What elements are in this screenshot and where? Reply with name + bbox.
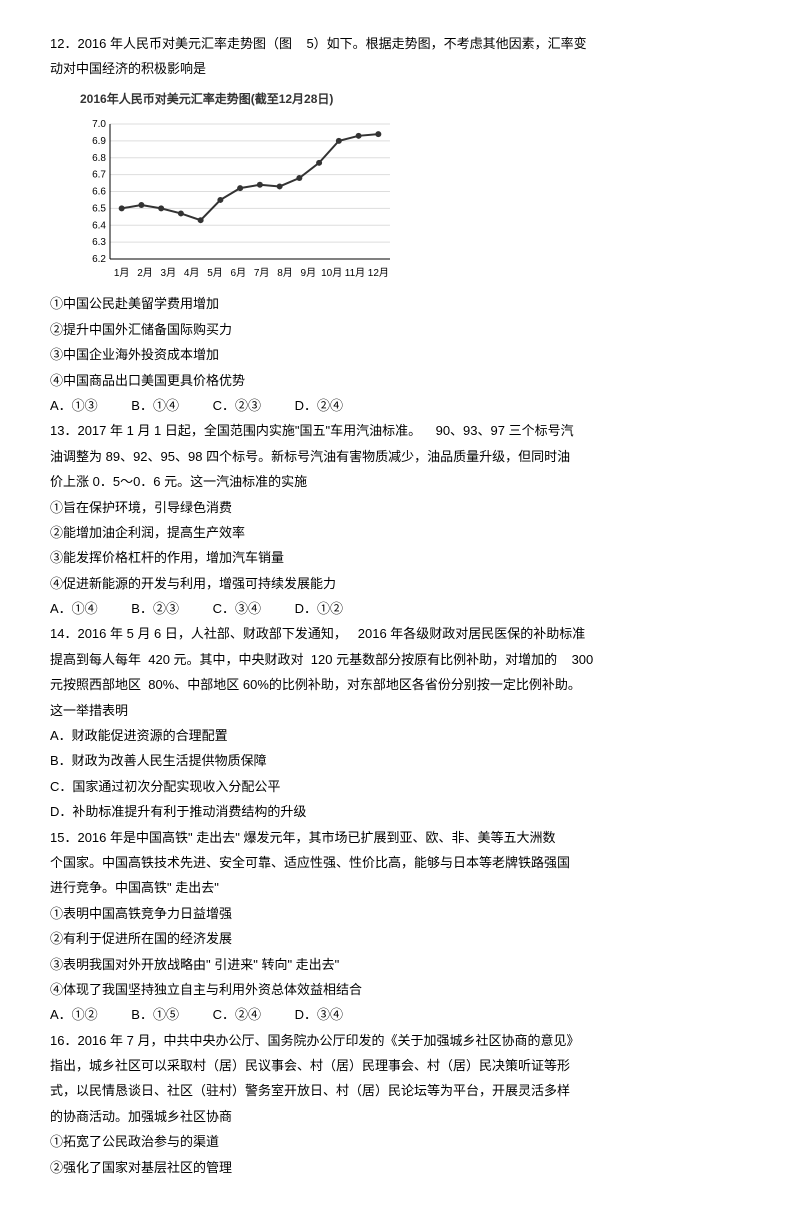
choice-b: B．①⑤ bbox=[131, 1003, 179, 1026]
q15-opt1: ①表明中国高铁竞争力日益增强 bbox=[50, 902, 750, 925]
q16-line1: 16．2016 年 7 月，中共中央办公厅、国务院办公厅印发的《关于加强城乡社区… bbox=[50, 1029, 750, 1052]
svg-text:6.8: 6.8 bbox=[92, 153, 106, 164]
line-chart-svg: 6.2 6.3 6.4 6.5 6.6 6.7 6.8 6.9 7.0 1月 2月 3月 4月 5月 6月 7… bbox=[80, 114, 400, 284]
q14-line3: 元按照西部地区 80%、中部地区 60%的比例补助，对东部地区各省份分别按一定比… bbox=[50, 673, 750, 696]
svg-text:2月: 2月 bbox=[137, 267, 153, 279]
svg-text:6.6: 6.6 bbox=[92, 187, 106, 198]
text: 300 bbox=[572, 652, 594, 667]
svg-text:6.2: 6.2 bbox=[92, 254, 106, 265]
q16-line2: 指出，城乡社区可以采取村（居）民议事会、村（居）民理事会、村（居）民决策听证等形 bbox=[50, 1054, 750, 1077]
text: 14．2016 年 5 月 6 日，人社部、财政部下发通知， bbox=[50, 626, 347, 641]
svg-text:4月: 4月 bbox=[184, 267, 200, 279]
svg-text:5月: 5月 bbox=[207, 267, 223, 279]
text: 80%、中部地区 60%的比例补助，对东部地区各省份分别按一定比例补助。 bbox=[148, 677, 581, 692]
q13-line3: 价上涨 0．5～0．6 元。这一汽油标准的实施 bbox=[50, 470, 750, 493]
q14-d: D．补助标准提升有利于推动消费结构的升级 bbox=[50, 800, 750, 823]
choice-a: A．①③ bbox=[50, 394, 98, 417]
choice-b: B．①④ bbox=[131, 394, 179, 417]
q14-a: A．财政能促进资源的合理配置 bbox=[50, 724, 750, 747]
svg-text:6.7: 6.7 bbox=[92, 170, 106, 181]
q15-choices: A．①② B．①⑤ C．②④ D．③④ bbox=[50, 1003, 750, 1026]
text: 420 元。其中，中央财政对 bbox=[148, 652, 303, 667]
svg-text:6.3: 6.3 bbox=[92, 238, 106, 249]
text: 2016 年各级财政对居民医保的补助标准 bbox=[358, 626, 586, 641]
q15-line2: 个国家。中国高铁技术先进、安全可靠、适应性强、性价比高，能够与日本等老牌铁路强国 bbox=[50, 851, 750, 874]
svg-text:12月: 12月 bbox=[368, 267, 389, 279]
choice-d: D．②④ bbox=[295, 394, 343, 417]
q13-line1: 13．2017 年 1 月 1 日起，全国范围内实施"国五"车用汽油标准。 90… bbox=[50, 419, 750, 442]
text: 5）如下。根据走势图，不考虑其他因素，汇率变 bbox=[306, 36, 586, 51]
svg-text:9月: 9月 bbox=[301, 267, 317, 279]
svg-text:6.9: 6.9 bbox=[92, 136, 106, 147]
q15-line1: 15．2016 年是中国高铁" 走出去" 爆发元年，其市场已扩展到亚、欧、非、美… bbox=[50, 826, 750, 849]
choice-c: C．②④ bbox=[213, 1003, 261, 1026]
q16-line4: 的协商活动。加强城乡社区协商 bbox=[50, 1105, 750, 1128]
svg-text:7.0: 7.0 bbox=[92, 119, 106, 130]
q13-opt3: ③能发挥价格杠杆的作用，增加汽车销量 bbox=[50, 546, 750, 569]
text: 12．2016 年人民币对美元汇率走势图（图 bbox=[50, 36, 292, 51]
q12-choices: A．①③ B．①④ C．②③ D．②④ bbox=[50, 394, 750, 417]
q14-b: B．财政为改善人民生活提供物质保障 bbox=[50, 749, 750, 772]
svg-text:8月: 8月 bbox=[277, 267, 293, 279]
q12-stem-line1: 12．2016 年人民币对美元汇率走势图（图 5）如下。根据走势图，不考虑其他因… bbox=[50, 32, 750, 55]
choice-c: C．③④ bbox=[213, 597, 261, 620]
q12-chart: 2016年人民币对美元汇率走势图(截至12月28日) 6.26.36.46.56… bbox=[80, 89, 750, 285]
q13-opt1: ①旨在保护环境，引导绿色消费 bbox=[50, 496, 750, 519]
q14-line2: 提高到每人每年 420 元。其中，中央财政对 120 元基数部分按原有比例补助，… bbox=[50, 648, 750, 671]
q12-opt4: ④中国商品出口美国更具价格优势 bbox=[50, 369, 750, 392]
q16-opt2: ②强化了国家对基层社区的管理 bbox=[50, 1156, 750, 1179]
choice-c: C．②③ bbox=[213, 394, 261, 417]
svg-text:7月: 7月 bbox=[254, 267, 270, 279]
choice-d: D．③④ bbox=[295, 1003, 343, 1026]
text: 120 元基数部分按原有比例补助，对增加的 bbox=[311, 652, 557, 667]
q13-opt2: ②能增加油企利润，提高生产效率 bbox=[50, 521, 750, 544]
choice-a: A．①④ bbox=[50, 597, 98, 620]
q15-opt3: ③表明我国对外开放战略由" 引进来" 转向" 走出去" bbox=[50, 953, 750, 976]
q13-choices: A．①④ B．②③ C．③④ D．①② bbox=[50, 597, 750, 620]
q13-opt4: ④促进新能源的开发与利用，增强可持续发展能力 bbox=[50, 572, 750, 595]
q15-line3: 进行竞争。中国高铁" 走出去" bbox=[50, 876, 750, 899]
svg-text:6.4: 6.4 bbox=[92, 221, 106, 232]
q13-line2: 油调整为 89、92、95、98 四个标号。新标号汽油有害物质减少，油品质量升级… bbox=[50, 445, 750, 468]
q16-opt1: ①拓宽了公民政治参与的渠道 bbox=[50, 1130, 750, 1153]
choice-b: B．②③ bbox=[131, 597, 179, 620]
svg-text:11月: 11月 bbox=[345, 267, 365, 279]
q14-line1: 14．2016 年 5 月 6 日，人社部、财政部下发通知， 2016 年各级财… bbox=[50, 622, 750, 645]
q12-opt2: ②提升中国外汇储备国际购买力 bbox=[50, 318, 750, 341]
svg-text:6.5: 6.5 bbox=[92, 204, 106, 215]
q16-line3: 式，以民情恳谈日、社区（驻村）警务室开放日、村（居）民论坛等为平台，开展灵活多样 bbox=[50, 1079, 750, 1102]
text: 元按照西部地区 bbox=[50, 677, 141, 692]
q15-opt4: ④体现了我国坚持独立自主与利用外资总体效益相结合 bbox=[50, 978, 750, 1001]
q14-c: C．国家通过初次分配实现收入分配公平 bbox=[50, 775, 750, 798]
text: 13．2017 年 1 月 1 日起，全国范围内实施"国五"车用汽油标准。 bbox=[50, 423, 421, 438]
chart-title: 2016年人民币对美元汇率走势图(截至12月28日) bbox=[80, 89, 750, 111]
choice-d: D．①② bbox=[295, 597, 343, 620]
svg-text:6月: 6月 bbox=[231, 267, 247, 279]
q14-line4: 这一举措表明 bbox=[50, 699, 750, 722]
choice-a: A．①② bbox=[50, 1003, 98, 1026]
text: 提高到每人每年 bbox=[50, 652, 141, 667]
q12-opt1: ①中国公民赴美留学费用增加 bbox=[50, 292, 750, 315]
text: 90、93、97 三个标号汽 bbox=[436, 423, 574, 438]
q12-opt3: ③中国企业海外投资成本增加 bbox=[50, 343, 750, 366]
q15-opt2: ②有利于促进所在国的经济发展 bbox=[50, 927, 750, 950]
svg-text:1月: 1月 bbox=[114, 267, 130, 279]
svg-text:3月: 3月 bbox=[161, 267, 177, 279]
svg-text:10月: 10月 bbox=[321, 267, 342, 279]
q12-stem-line2: 动对中国经济的积极影响是 bbox=[50, 57, 750, 80]
